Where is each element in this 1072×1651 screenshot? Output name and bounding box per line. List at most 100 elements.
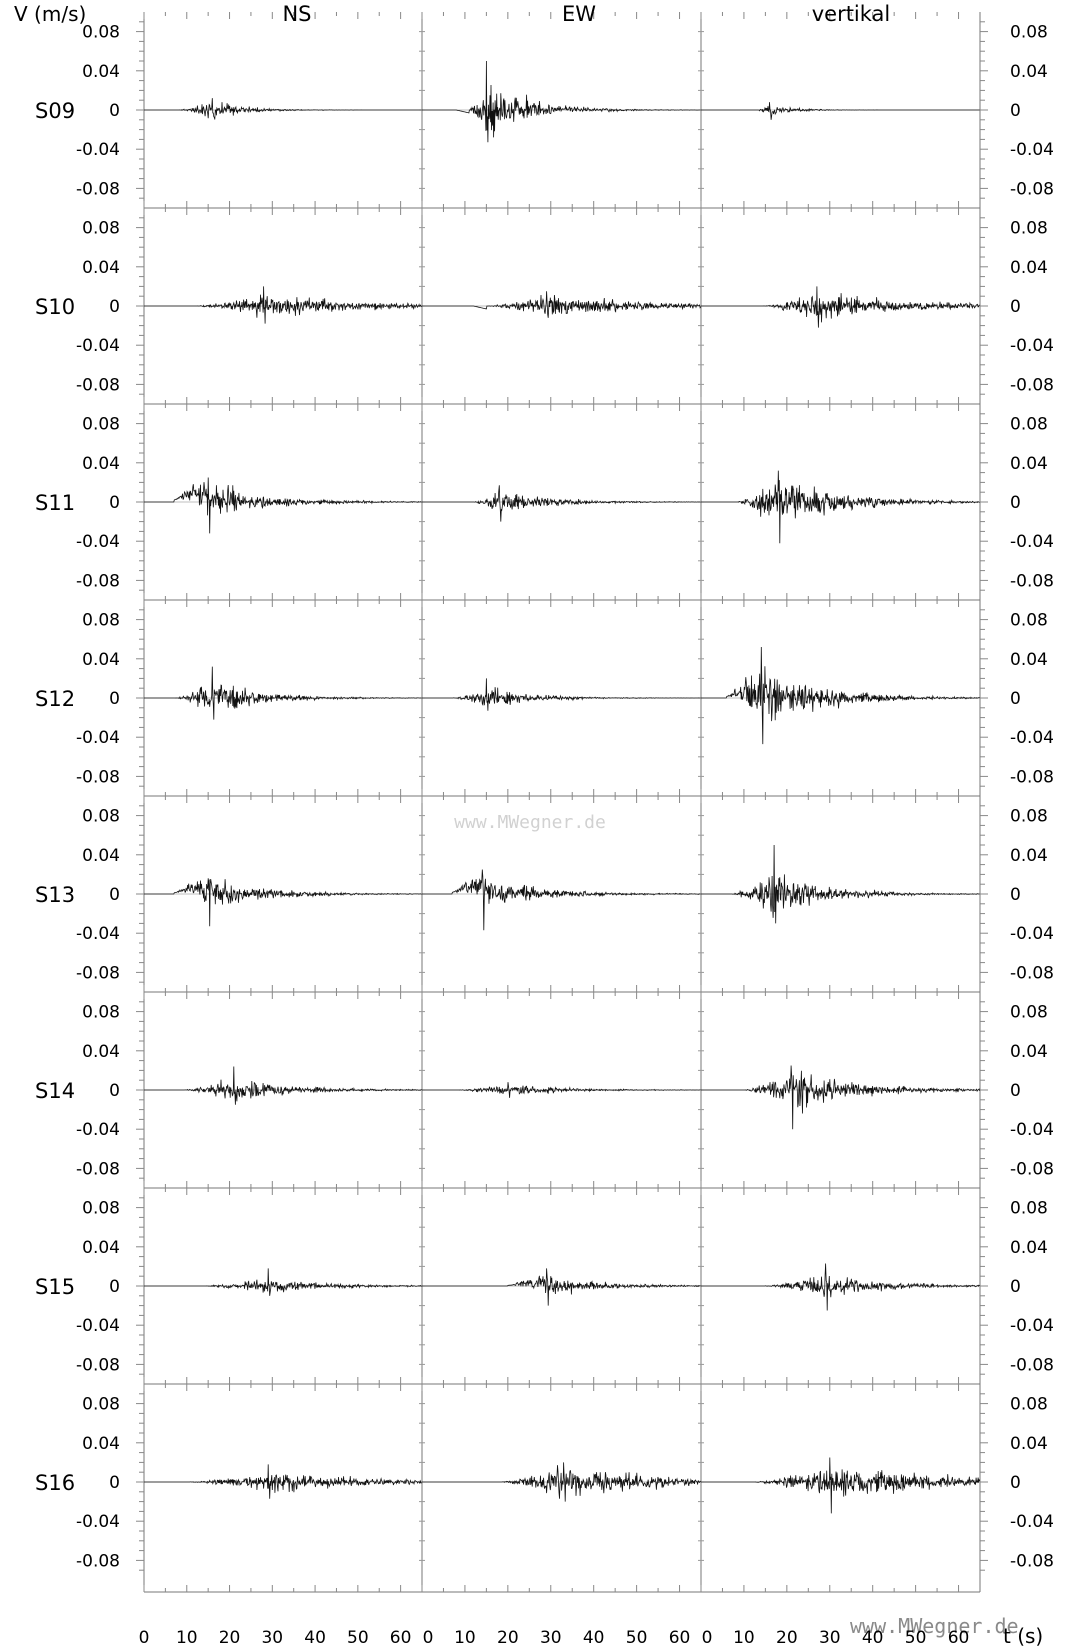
y-tick-label-left: -0.08 — [76, 963, 120, 983]
y-tick-label-left: 0 — [109, 1081, 120, 1101]
y-tick-label-right: 0.04 — [1010, 846, 1048, 866]
y-tick-label-right: 0 — [1010, 1473, 1021, 1493]
y-tick-label-left: -0.04 — [76, 532, 120, 552]
y-tick-label-left: 0 — [109, 297, 120, 317]
seismogram-trace-s10-ew — [422, 291, 702, 318]
x-tick-label: 40 — [304, 1628, 326, 1648]
x-tick-label: 10 — [176, 1628, 198, 1648]
y-tick-label-right: 0.08 — [1010, 219, 1048, 239]
y-tick-label-right: 0 — [1010, 1277, 1021, 1297]
y-tick-label-right: -0.04 — [1010, 1120, 1054, 1140]
seismogram-trace-s16-ns — [144, 1464, 422, 1499]
station-label: S12 — [35, 687, 75, 711]
y-tick-label-right: 0.04 — [1010, 1238, 1048, 1258]
y-tick-label-left: -0.08 — [76, 375, 120, 395]
x-tick-label: 30 — [540, 1628, 562, 1648]
y-tick-label-right: -0.04 — [1010, 336, 1054, 356]
x-tick-label: 40 — [862, 1628, 884, 1648]
y-tick-label-right: -0.04 — [1010, 1316, 1054, 1336]
y-tick-label-left: 0.04 — [82, 846, 120, 866]
seismogram-trace-s13-vertikal — [701, 844, 980, 924]
seismogram-trace-s09-vertikal — [701, 102, 980, 120]
y-tick-label-right: -0.08 — [1010, 179, 1054, 199]
y-tick-label-left: -0.08 — [76, 571, 120, 591]
y-tick-label-right: -0.04 — [1010, 924, 1054, 944]
x-tick-label: 50 — [905, 1628, 927, 1648]
seismogram-trace-s15-ns — [144, 1268, 422, 1296]
y-tick-label-left: -0.08 — [76, 767, 120, 787]
y-tick-label-right: -0.04 — [1010, 728, 1054, 748]
x-tick-label: 60 — [390, 1628, 412, 1648]
y-tick-label-left: 0 — [109, 1277, 120, 1297]
y-tick-label-left: 0 — [109, 885, 120, 905]
seismogram-trace-s11-ew — [422, 485, 701, 522]
seismogram-trace-s12-ns — [144, 666, 422, 720]
y-tick-label-left: 0.04 — [82, 258, 120, 278]
y-tick-label-right: 0.08 — [1010, 1199, 1048, 1219]
center-watermark: www.MWegner.de — [454, 812, 606, 833]
y-tick-label-right: 0.04 — [1010, 454, 1048, 474]
y-tick-label-right: 0.08 — [1010, 1395, 1048, 1415]
seismogram-trace-s09-ns — [144, 98, 422, 120]
y-tick-label-right: 0.04 — [1010, 1042, 1048, 1062]
y-tick-label-right: 0.08 — [1010, 23, 1048, 43]
y-tick-label-left: 0.08 — [82, 807, 120, 827]
y-tick-label-left: -0.04 — [76, 1512, 120, 1532]
y-tick-label-right: 0.04 — [1010, 1434, 1048, 1454]
panel-frame — [136, 12, 988, 1593]
column-header-ew: EW — [562, 2, 596, 26]
x-tick-label: 50 — [347, 1628, 369, 1648]
seismogram-trace-s11-ns — [144, 477, 422, 534]
y-tick-label-left: -0.08 — [76, 1159, 120, 1179]
y-tick-label-right: 0.08 — [1010, 807, 1048, 827]
seismogram-trace-s10-ns — [144, 286, 422, 324]
y-tick-label-right: -0.08 — [1010, 571, 1054, 591]
y-tick-label-right: 0.04 — [1010, 258, 1048, 278]
y-tick-label-left: 0 — [109, 1473, 120, 1493]
station-label: S11 — [35, 491, 75, 515]
y-tick-label-left: -0.04 — [76, 140, 120, 160]
y-tick-label-left: 0.04 — [82, 1042, 120, 1062]
y-tick-label-left: 0 — [109, 493, 120, 513]
y-tick-label-right: -0.08 — [1010, 1159, 1054, 1179]
seismogram-trace-s10-vertikal — [701, 286, 980, 328]
seismogram-trace-s12-vertikal — [701, 646, 980, 745]
seismogram-trace-s16-vertikal — [701, 1457, 981, 1514]
y-tick-label-right: 0.08 — [1010, 611, 1048, 631]
y-tick-label-left: 0 — [109, 689, 120, 709]
column-header-vertikal: vertikal — [812, 2, 891, 26]
seismogram-trace-s13-ew — [422, 869, 701, 931]
y-tick-label-left: -0.08 — [76, 1355, 120, 1375]
y-tick-label-left: 0.08 — [82, 219, 120, 239]
y-tick-label-left: -0.04 — [76, 336, 120, 356]
station-label: S13 — [35, 883, 75, 907]
y-axis-title: V (m/s) — [14, 2, 86, 26]
y-tick-label-right: -0.08 — [1010, 1355, 1054, 1375]
x-tick-label: 20 — [219, 1628, 241, 1648]
x-tick-label: 0 — [702, 1628, 713, 1648]
station-label: S14 — [35, 1079, 75, 1103]
y-tick-label-right: 0 — [1010, 689, 1021, 709]
station-label: S09 — [35, 99, 75, 123]
y-tick-label-right: -0.08 — [1010, 1551, 1054, 1571]
x-tick-label: 30 — [261, 1628, 283, 1648]
x-tick-label: 60 — [948, 1628, 970, 1648]
y-tick-label-right: 0 — [1010, 1081, 1021, 1101]
y-tick-label-left: 0.04 — [82, 650, 120, 670]
x-tick-label: 20 — [497, 1628, 519, 1648]
y-tick-label-right: 0 — [1010, 885, 1021, 905]
y-tick-label-left: 0.04 — [82, 454, 120, 474]
y-tick-label-left: 0.08 — [82, 1199, 120, 1219]
y-tick-label-left: -0.08 — [76, 179, 120, 199]
seismogram-trace-s15-vertikal — [701, 1263, 980, 1311]
y-tick-label-left: 0.08 — [82, 1395, 120, 1415]
x-tick-label: 10 — [733, 1628, 755, 1648]
seismogram-traces — [144, 60, 981, 1514]
x-tick-label: 50 — [626, 1628, 648, 1648]
seismogram-trace-s15-ew — [422, 1268, 701, 1306]
x-tick-label: 20 — [776, 1628, 798, 1648]
x-tick-label: 10 — [454, 1628, 476, 1648]
y-tick-label-left: -0.04 — [76, 924, 120, 944]
column-header-ns: NS — [282, 2, 311, 26]
